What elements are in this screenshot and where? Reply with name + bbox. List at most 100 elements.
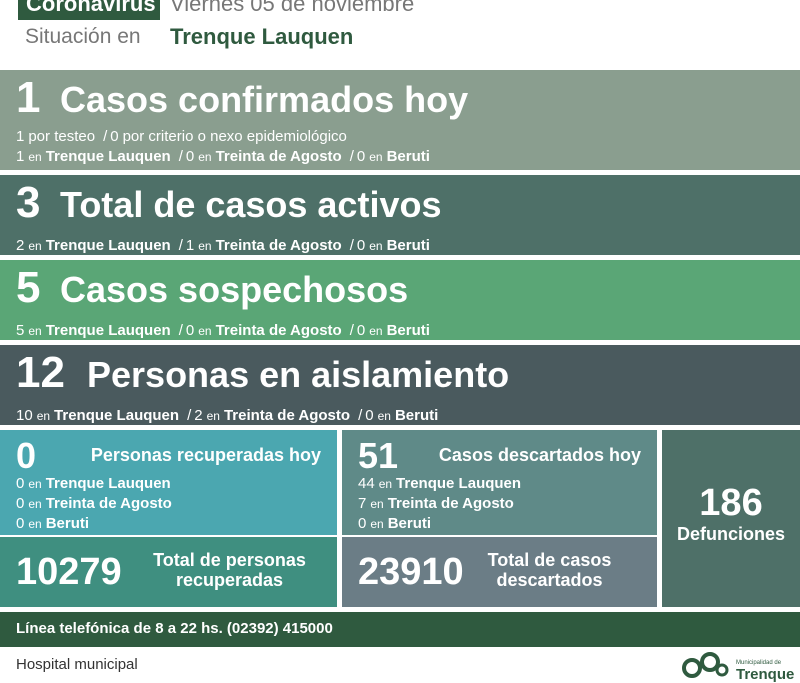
count: 7 xyxy=(358,495,367,512)
connector: en xyxy=(28,239,42,253)
count: 44 xyxy=(358,475,375,492)
band: 1 Casos confirmados hoy 1 por testeo/0 por c… xyxy=(0,70,800,170)
separator: / xyxy=(103,128,108,145)
band: 5 Casos sospechosos 5 en Trenque Lauquen/0 en… xyxy=(0,260,800,340)
situation-place: Trenque Lauquen xyxy=(170,24,354,49)
label: por testeo xyxy=(28,128,96,145)
count: 10 xyxy=(16,407,33,424)
place: Treinta de Agosto xyxy=(387,495,514,512)
connector: en xyxy=(198,239,212,253)
separator: / xyxy=(349,237,354,254)
connector: en xyxy=(369,239,383,253)
count: 0 xyxy=(110,128,119,145)
deaths-value: 186 xyxy=(699,482,763,524)
count: 1 xyxy=(185,237,195,254)
band-line: 10 en Trenque Lauquen/2 en Treinta de Agosto… xyxy=(16,407,438,424)
recovered-line: 0 en Beruti xyxy=(16,515,89,532)
connector: en xyxy=(378,477,393,491)
band: 3 Total de casos activos 2 en Trenque Lauque… xyxy=(0,175,800,255)
band-value: 5 xyxy=(16,263,41,312)
count: 2 xyxy=(194,407,203,424)
place: Beruti xyxy=(386,148,430,165)
connector: en xyxy=(369,324,383,338)
count: 0 xyxy=(185,322,195,339)
connector: en xyxy=(28,497,42,511)
band-title: Personas en aislamiento xyxy=(87,354,510,395)
header-tag-text: Coronavirus xyxy=(26,0,156,16)
place: Treinta de Agosto xyxy=(223,407,351,424)
count: 2 xyxy=(16,237,25,254)
header-tag xyxy=(18,0,160,20)
footer-text: Hospital municipal xyxy=(16,656,138,673)
place: Trenque Lauquen xyxy=(45,148,171,165)
place: Beruti xyxy=(45,515,90,532)
count: 0 xyxy=(16,515,25,532)
separator: / xyxy=(178,322,183,339)
discarded-total-box: 23910 Total de casos descartados xyxy=(342,537,657,607)
deaths-box: 186 Defunciones xyxy=(662,430,800,607)
separator: / xyxy=(187,407,192,424)
count: 0 xyxy=(356,322,366,339)
place: Treinta de Agosto xyxy=(45,495,172,512)
phone: Línea telefónica de 8 a 22 hs. (02392) 4… xyxy=(16,620,333,637)
separator: / xyxy=(358,407,363,424)
situation-label: Situación en xyxy=(25,25,141,48)
place: Beruti xyxy=(386,322,430,339)
label: por criterio o nexo epidemiológico xyxy=(122,128,347,145)
band-value: 12 xyxy=(16,348,65,397)
discarded-title: Casos descartados hoy xyxy=(438,445,641,465)
connector: en xyxy=(370,497,384,511)
connector: en xyxy=(198,150,212,164)
discarded-value: 51 xyxy=(358,435,399,476)
place: Beruti xyxy=(394,407,439,424)
connector: en xyxy=(28,150,42,164)
discarded-line: 0 en Beruti xyxy=(358,515,431,532)
count: 0 xyxy=(358,515,367,532)
band-title: Total de casos activos xyxy=(60,184,442,225)
separator: / xyxy=(178,148,183,165)
connector: en xyxy=(377,409,391,423)
count: 0 xyxy=(356,237,366,254)
count: 5 xyxy=(16,322,25,339)
place: Beruti xyxy=(387,515,432,532)
place: Beruti xyxy=(386,237,430,254)
count: 1 xyxy=(16,148,25,165)
band: 12 Personas en aislamiento 10 en Trenque Lau… xyxy=(0,345,800,425)
place: Trenque Lauquen xyxy=(396,475,522,492)
band-value: 1 xyxy=(16,73,41,122)
recovered-box: 0 Personas recuperadas hoy 0 en Trenque Lauq… xyxy=(0,430,337,535)
band-value: 3 xyxy=(16,178,41,227)
band-line: 2 en Trenque Lauquen/1 en Treinta de Agosto /… xyxy=(16,237,430,254)
connector: en xyxy=(28,517,42,531)
connector: en xyxy=(198,324,212,338)
band-line: 1 en Trenque Lauquen/0 en Treinta de Agosto /… xyxy=(16,148,430,165)
count: 0 xyxy=(185,148,195,165)
connector: en xyxy=(36,409,51,423)
place: Trenque Lauquen xyxy=(54,407,180,424)
connector: en xyxy=(206,409,220,423)
header-date: Viernes 05 de noviembre xyxy=(170,0,415,16)
discarded-line: 7 en Treinta de Agosto xyxy=(358,495,514,512)
place: Treinta de Agosto xyxy=(215,322,342,339)
logo-icon xyxy=(682,652,729,678)
separator: / xyxy=(349,322,354,339)
recovered-line: 0 en Trenque Lauquen xyxy=(16,475,171,492)
place: Trenque Lauquen xyxy=(45,237,171,254)
recovered-line: 0 en Treinta de Agosto xyxy=(16,495,172,512)
place: Treinta de Agosto xyxy=(215,148,342,165)
discarded-box: 51 Casos descartados hoy 44 en Trenque Lauqu… xyxy=(342,430,657,535)
deaths-label: Defunciones xyxy=(676,524,786,544)
discarded-line: 44 en Trenque Lauquen xyxy=(358,475,521,492)
band-line: 5 en Trenque Lauquen/0 en Treinta de Agosto /… xyxy=(16,322,430,339)
recovered-total-box: 10279 Total de personas recuperadas xyxy=(0,537,337,607)
recovered-total-label: Total de personas recuperadas xyxy=(153,550,306,590)
connector: en xyxy=(370,517,384,531)
phone-bar xyxy=(0,612,800,647)
place: Trenque Lauquen xyxy=(45,322,171,339)
band-line: 1 por testeo /0 por criterio o nexo epidemi… xyxy=(16,128,347,145)
count: 0 xyxy=(356,148,366,165)
count: 0 xyxy=(16,495,25,512)
connector: en xyxy=(28,324,42,338)
recovered-title: Personas recuperadas hoy xyxy=(90,445,321,465)
